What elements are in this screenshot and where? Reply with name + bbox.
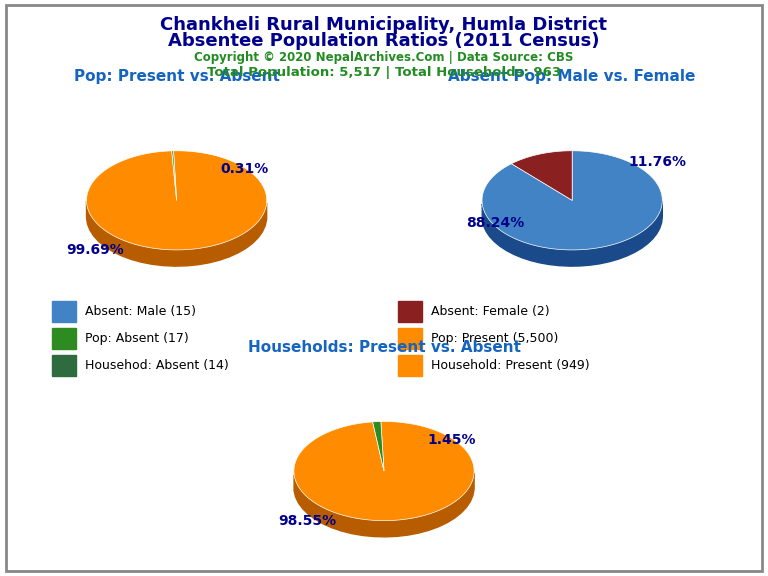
Title: Absent Pop: Male vs. Female: Absent Pop: Male vs. Female [449, 69, 696, 84]
Bar [398, 301, 422, 322]
Polygon shape [511, 151, 572, 200]
Text: 98.55%: 98.55% [278, 514, 336, 528]
Text: 11.76%: 11.76% [629, 156, 687, 169]
Polygon shape [482, 201, 662, 266]
Bar [398, 355, 422, 376]
Bar [52, 328, 77, 348]
Text: 99.69%: 99.69% [67, 243, 124, 257]
Text: Absent: Male (15): Absent: Male (15) [85, 305, 197, 318]
Text: Total Population: 5,517 | Total Households: 963: Total Population: 5,517 | Total Househol… [207, 66, 561, 79]
Text: Pop: Present (5,500): Pop: Present (5,500) [431, 332, 558, 344]
Text: 88.24%: 88.24% [466, 216, 525, 230]
Text: Copyright © 2020 NepalArchives.Com | Data Source: CBS: Copyright © 2020 NepalArchives.Com | Dat… [194, 51, 574, 64]
Bar [52, 355, 77, 376]
Polygon shape [172, 151, 177, 200]
Text: 0.31%: 0.31% [220, 162, 268, 176]
Text: Household: Present (949): Household: Present (949) [431, 359, 590, 372]
Polygon shape [87, 151, 266, 250]
Text: 1.45%: 1.45% [427, 433, 476, 446]
Text: Pop: Absent (17): Pop: Absent (17) [85, 332, 189, 344]
Title: Households: Present vs. Absent: Households: Present vs. Absent [247, 340, 521, 355]
Polygon shape [87, 201, 266, 266]
Polygon shape [482, 151, 662, 250]
Text: Househod: Absent (14): Househod: Absent (14) [85, 359, 229, 372]
Polygon shape [294, 473, 474, 537]
Bar [398, 328, 422, 348]
Bar [52, 301, 77, 322]
Text: Absentee Population Ratios (2011 Census): Absentee Population Ratios (2011 Census) [168, 32, 600, 50]
Polygon shape [372, 422, 384, 471]
Title: Pop: Present vs. Absent: Pop: Present vs. Absent [74, 69, 280, 84]
Text: Absent: Female (2): Absent: Female (2) [431, 305, 550, 318]
Text: Chankheli Rural Municipality, Humla District: Chankheli Rural Municipality, Humla Dist… [161, 16, 607, 34]
Polygon shape [294, 422, 474, 521]
